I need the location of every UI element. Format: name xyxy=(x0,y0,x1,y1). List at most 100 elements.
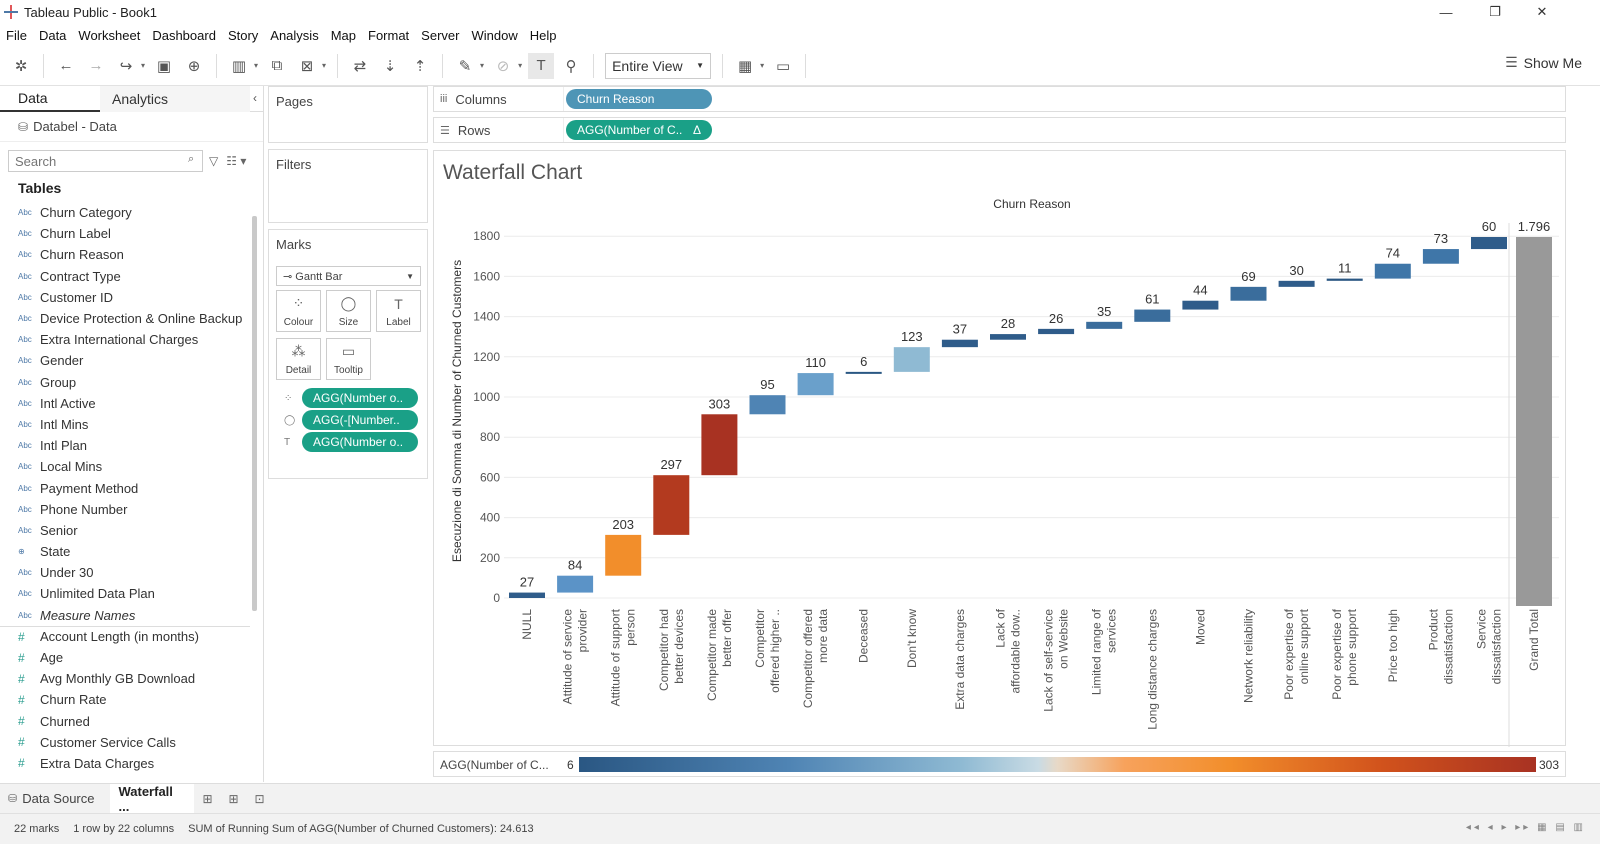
minimize-button[interactable]: — xyxy=(1439,4,1453,20)
label-pill[interactable]: AGG(Number o.. xyxy=(302,432,418,452)
pages-card[interactable]: Pages xyxy=(268,86,428,143)
menu-window[interactable]: Window xyxy=(471,27,518,43)
new-story-icon[interactable]: ⊡ xyxy=(254,791,265,806)
dimension-field[interactable]: Abc Under 30 xyxy=(0,562,250,583)
dimension-field[interactable]: Abc Group xyxy=(0,372,250,393)
sort-descending-icon[interactable]: ⇡ xyxy=(413,57,427,75)
close-button[interactable]: ✕ xyxy=(1536,4,1548,19)
dimension-field[interactable]: Abc Phone Number xyxy=(0,499,250,520)
dimension-field[interactable]: Abc Extra International Charges xyxy=(0,329,250,350)
y-tick-label: 0 xyxy=(493,591,500,605)
sort-ascending-icon[interactable]: ⇣ xyxy=(383,57,397,75)
string-type-icon: Abc xyxy=(18,462,32,472)
show-cards-icon[interactable]: ▦ xyxy=(737,57,753,75)
bar-value-label: 303 xyxy=(709,396,731,411)
dimension-field[interactable]: Abc Intl Active xyxy=(0,393,250,414)
rows-shelf[interactable]: ☰ Rows AGG(Number of C.. Δ xyxy=(433,117,1566,143)
menu-worksheet[interactable]: Worksheet xyxy=(78,27,141,43)
string-type-icon: Abc xyxy=(18,292,32,302)
dimension-field[interactable]: Abc Measure Names xyxy=(0,605,250,626)
filters-title: Filters xyxy=(276,157,312,172)
colour-pill[interactable]: AGG(Number o.. xyxy=(302,388,418,408)
rows-pill[interactable]: AGG(Number of C.. Δ xyxy=(566,120,712,140)
fit-view-select[interactable]: Entire View ▼ xyxy=(605,52,712,79)
dimension-field[interactable]: Abc Intl Mins xyxy=(0,414,250,435)
undo-icon[interactable]: ← xyxy=(58,57,74,74)
bar-value-label: 37 xyxy=(953,322,967,337)
label-button[interactable]: T Label xyxy=(376,290,421,332)
dimension-field[interactable]: Abc Device Protection & Online Backup xyxy=(0,308,250,329)
show-me-button[interactable]: ☰ Show Me xyxy=(1505,54,1582,71)
field-name: Intl Plan xyxy=(40,438,87,454)
dimension-field[interactable]: Abc Churn Label xyxy=(0,223,250,244)
columns-shelf[interactable]: iii Columns Churn Reason xyxy=(433,86,1566,112)
new-datasource-icon[interactable]: ⊕ xyxy=(187,57,201,75)
show-labels-icon[interactable]: T xyxy=(528,52,555,79)
new-worksheet-icon[interactable]: ▥ xyxy=(231,57,247,75)
string-type-icon: Abc xyxy=(18,314,32,324)
menu-story[interactable]: Story xyxy=(227,27,259,43)
filters-card[interactable]: Filters xyxy=(268,149,428,223)
measure-field[interactable]: # Extra Data Charges xyxy=(0,753,250,774)
dimension-field[interactable]: Abc Contract Type xyxy=(0,266,250,287)
menu-data[interactable]: Data xyxy=(38,27,67,43)
clear-sheet-icon[interactable]: ⊠ xyxy=(300,57,314,75)
presentation-icon[interactable]: ▭ xyxy=(776,57,791,75)
redo-icon[interactable]: → xyxy=(88,57,104,74)
menu-server[interactable]: Server xyxy=(421,27,460,43)
tab-analytics[interactable]: Analytics xyxy=(100,86,250,112)
dimension-field[interactable]: Abc Customer ID xyxy=(0,287,250,308)
measure-field[interactable]: # Churn Rate xyxy=(0,689,250,710)
menu-format[interactable]: Format xyxy=(368,27,410,43)
menu-analysis[interactable]: Analysis xyxy=(270,27,319,43)
dimension-field[interactable]: Abc Local Mins xyxy=(0,456,250,477)
new-dashboard-icon[interactable]: ⊞ xyxy=(228,791,239,806)
measure-field[interactable]: # Churned xyxy=(0,711,250,732)
category-label: Competitor offered xyxy=(801,609,815,708)
highlight-icon[interactable]: ✎ xyxy=(458,57,472,75)
tooltip-button[interactable]: ▭ Tooltip xyxy=(326,338,371,380)
columns-pill-churn-reason[interactable]: Churn Reason xyxy=(566,89,712,109)
legend-title: AGG(Number of C... xyxy=(440,758,549,772)
menu-help[interactable]: Help xyxy=(529,27,557,43)
search-input[interactable] xyxy=(8,150,203,172)
measure-field[interactable]: # Avg Monthly GB Download xyxy=(0,668,250,689)
dimension-field[interactable]: Abc Churn Reason xyxy=(0,244,250,265)
group-icon[interactable]: ⊘ xyxy=(496,57,510,75)
filter-icon[interactable]: ▽ xyxy=(209,154,219,168)
field-list-scrollbar[interactable] xyxy=(252,216,257,611)
swap-icon[interactable]: ⇄ xyxy=(353,57,367,75)
restore-button[interactable]: ❐ xyxy=(1489,4,1501,19)
dimension-field[interactable]: Abc Unlimited Data Plan xyxy=(0,583,250,604)
view-options-icon[interactable]: ☷ ▾ xyxy=(226,154,247,168)
detail-button[interactable]: ⁂ Detail xyxy=(276,338,321,380)
measure-field[interactable]: # Account Length (in months) xyxy=(0,625,250,647)
dimension-field[interactable]: ⊕ State xyxy=(0,541,250,562)
save-icon[interactable]: ▣ xyxy=(156,57,172,75)
dimension-field[interactable]: Abc Gender xyxy=(0,350,250,371)
new-worksheet-icon[interactable]: ⊞ xyxy=(202,791,213,806)
tableau-home-icon[interactable]: ✲ xyxy=(14,57,28,75)
mark-type-select[interactable]: ⊸ Gantt Bar ▼ xyxy=(276,266,421,286)
tab-data[interactable]: Data xyxy=(0,86,100,112)
colour-button[interactable]: ⁘ Colour xyxy=(276,290,321,332)
menu-file[interactable]: File xyxy=(6,27,27,43)
size-pill[interactable]: AGG(-[Number.. xyxy=(302,410,418,430)
menu-map[interactable]: Map xyxy=(330,27,356,43)
measure-field[interactable]: # Age xyxy=(0,647,250,668)
tab-data-source[interactable]: ⛁ Data Source xyxy=(8,791,95,806)
dimension-field[interactable]: Abc Intl Plan xyxy=(0,435,250,456)
measure-field[interactable]: # Customer Service Calls xyxy=(0,732,250,753)
sheet-navigation-icons[interactable]: ◂◂ ◂ ▸ ▸▸ ▦ ▤ ▥ xyxy=(1465,822,1586,833)
tab-waterfall-sheet[interactable]: Waterfall ... xyxy=(110,783,195,814)
size-button[interactable]: ◯ Size xyxy=(326,290,371,332)
collapse-pane-icon[interactable]: ‹ xyxy=(253,91,257,105)
menu-dashboard[interactable]: Dashboard xyxy=(152,27,216,43)
dimension-field[interactable]: Abc Payment Method xyxy=(0,477,250,498)
datasource-item[interactable]: ⛁ Databel - Data xyxy=(0,112,263,142)
replay-icon[interactable]: ↪ xyxy=(119,57,133,75)
dimension-field[interactable]: Abc Churn Category xyxy=(0,202,250,223)
dimension-field[interactable]: Abc Senior xyxy=(0,520,250,541)
duplicate-sheet-icon[interactable]: ⧉ xyxy=(271,57,283,74)
pin-icon[interactable]: ⚲ xyxy=(565,57,577,75)
